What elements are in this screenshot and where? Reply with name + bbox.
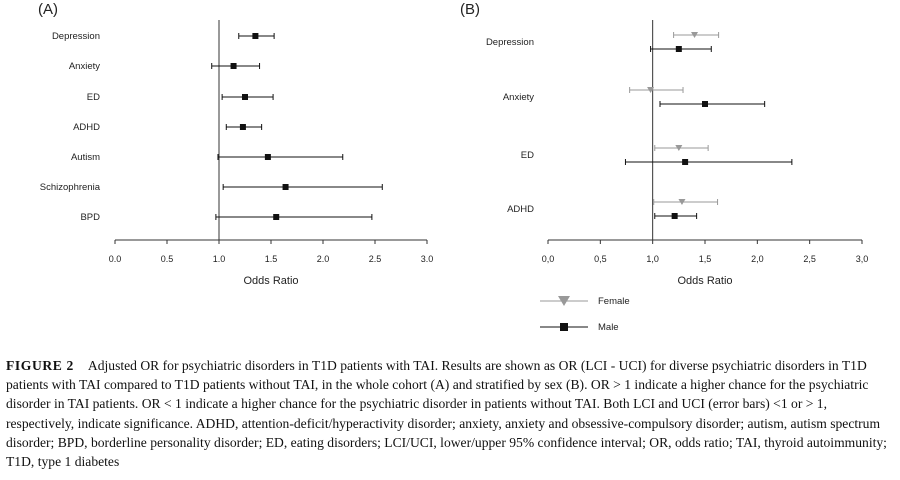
data-point-square (282, 184, 289, 190)
figure-caption-text: Adjusted OR for psychiatric disorders in… (6, 358, 887, 470)
panel-label: (A) (38, 1, 58, 18)
data-point-triangle (691, 32, 699, 38)
forest-plot-a: (A) 0.0 0.5 1.0 1.5 2.0 2.5 3.0 Odds Ratio Depres… (38, 1, 433, 287)
data-point-triangle (678, 199, 686, 205)
data-point-square (264, 154, 271, 160)
x-tick-label: 1.0 (213, 254, 226, 264)
x-tick-label: 1,0 (646, 254, 659, 264)
category-label: Schizophrenia (40, 182, 101, 193)
category-label: ADHD (507, 204, 534, 215)
category-label: ED (87, 92, 100, 103)
figure-label: FIGURE 2 (6, 358, 74, 373)
x-tick-label: 3.0 (421, 254, 434, 264)
data-point-square (239, 124, 246, 130)
figure-caption: FIGURE 2 Adjusted OR for psychiatric diso… (6, 356, 896, 471)
x-axis-title: Odds Ratio (243, 275, 298, 287)
data-point-square (702, 101, 708, 107)
x-tick-label: 0,5 (594, 254, 607, 264)
x-tick-label: 3,0 (856, 254, 869, 264)
x-axis-title: Odds Ratio (677, 275, 732, 287)
data-point-square (671, 213, 678, 219)
category-label: BPD (80, 212, 100, 223)
forest-plot-b: (B) 0,0 0,5 1,0 1,5 2,0 2,5 3,0 Odds Ratio Depres… (460, 1, 868, 333)
x-tick-label: 2,5 (803, 254, 816, 264)
category-label: Depression (52, 31, 100, 42)
x-tick-label: 2.5 (369, 254, 382, 264)
figure-2-charts: (A) 0.0 0.5 1.0 1.5 2.0 2.5 3.0 Odds Ratio Depres… (38, 1, 868, 333)
x-tick-label: 0.0 (109, 254, 122, 264)
legend-label: Female (598, 296, 630, 307)
category-label: Anxiety (69, 61, 100, 72)
category-label: Depression (486, 37, 534, 48)
x-tick-label: 0,0 (542, 254, 555, 264)
data-point-triangle (675, 145, 683, 151)
x-tick-label: 2.0 (317, 254, 330, 264)
x-tick-label: 2,0 (751, 254, 764, 264)
data-point-square (230, 63, 237, 69)
data-point-square (273, 214, 280, 220)
panel-label: (B) (460, 1, 480, 18)
x-tick-label: 1,5 (699, 254, 712, 264)
data-point-triangle (647, 87, 655, 93)
data-point-square (252, 33, 259, 39)
category-label: Anxiety (503, 92, 534, 103)
category-label: ED (521, 150, 534, 161)
category-label: Autism (71, 152, 100, 163)
x-tick-label: 1.5 (265, 254, 278, 264)
x-tick-label: 0.5 (161, 254, 174, 264)
category-label: ADHD (73, 122, 100, 133)
legend-marker-square (560, 323, 568, 331)
legend-marker-triangle (558, 296, 570, 306)
legend-label: Male (598, 322, 619, 333)
data-point-square (682, 159, 689, 165)
data-point-square (675, 46, 682, 52)
data-point-square (242, 94, 248, 100)
